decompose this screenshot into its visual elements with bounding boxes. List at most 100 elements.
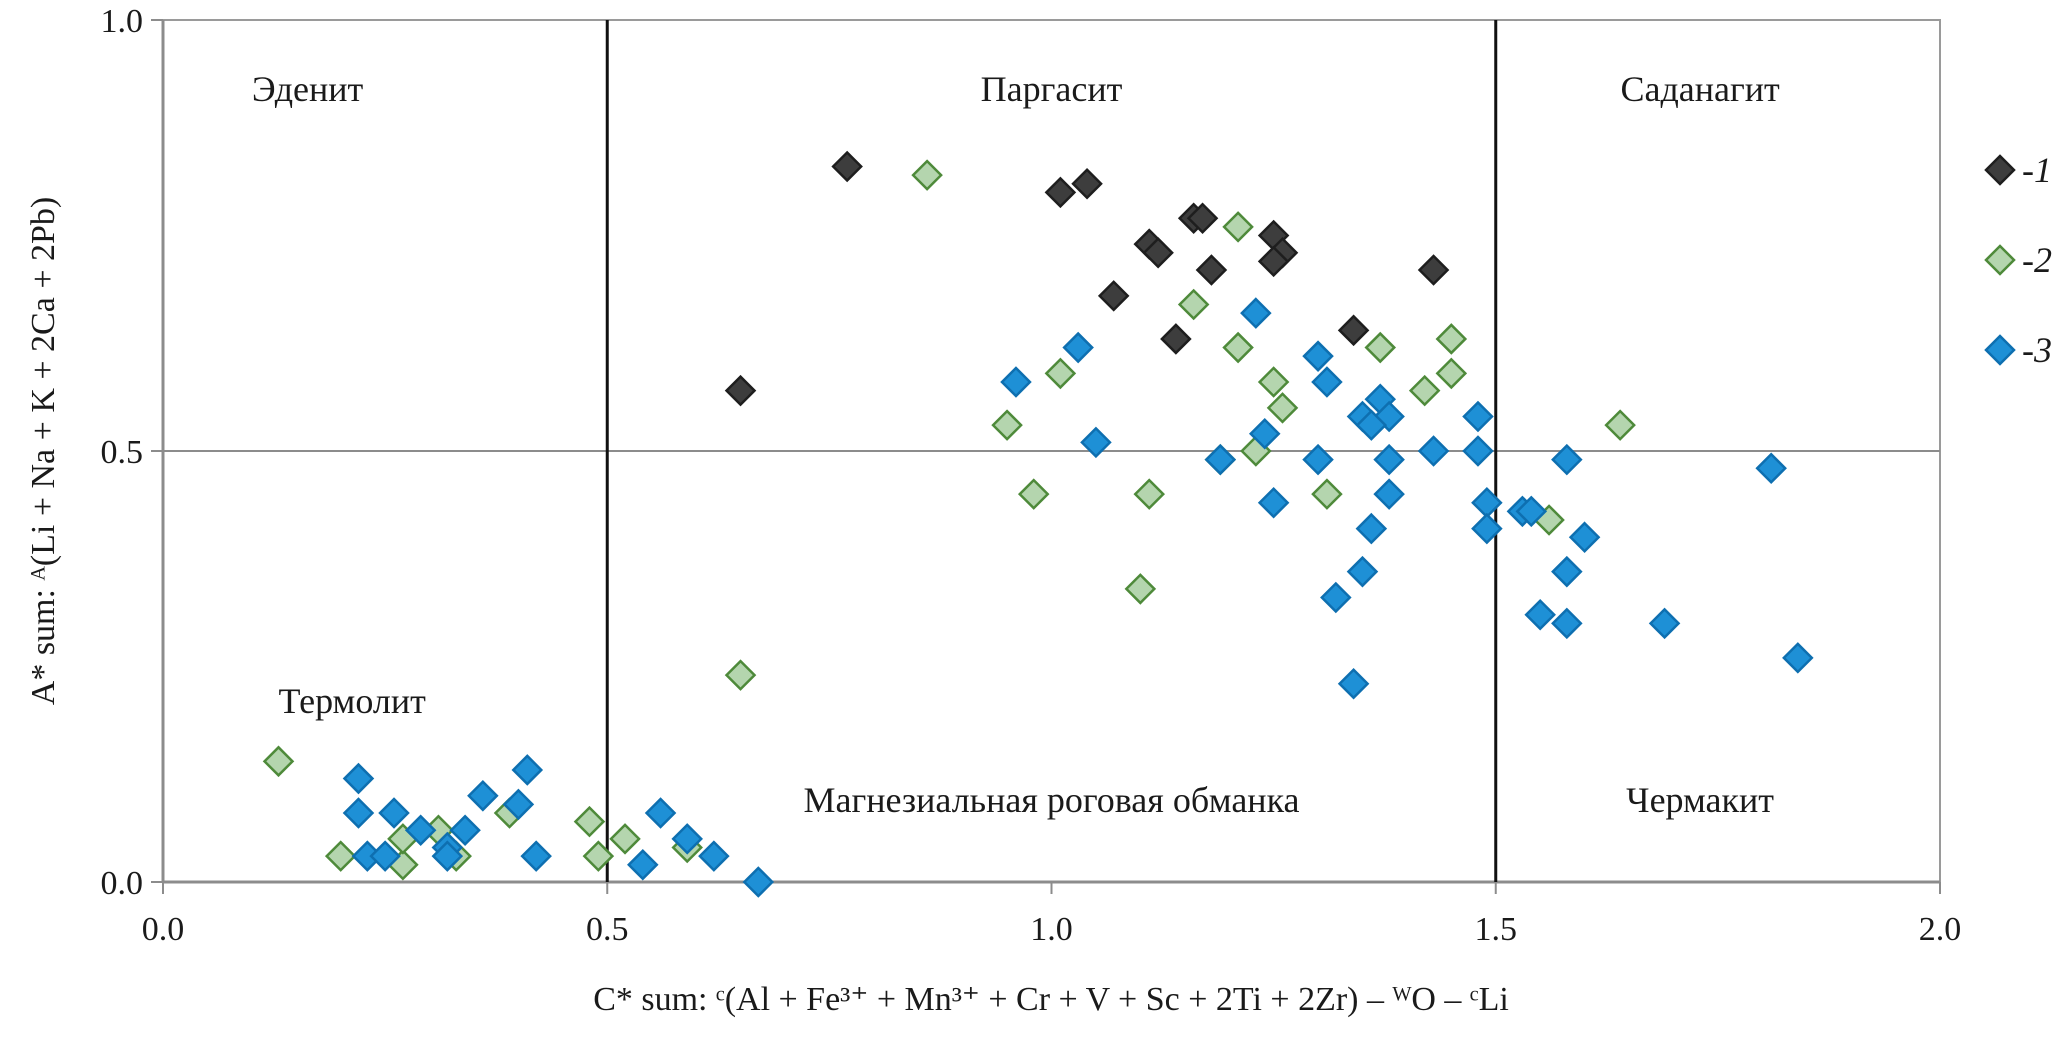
data-point-series-1 (1160, 323, 1192, 355)
data-point-series-1 (1142, 236, 1174, 269)
data-point-series-1 (724, 374, 757, 407)
data-point-series-3 (1417, 435, 1450, 467)
x-tick-label: 1.0 (1030, 911, 1073, 948)
data-point-series-3 (1204, 443, 1237, 476)
data-point-group (262, 150, 1814, 898)
data-point-series-3 (1648, 607, 1681, 640)
legend-label-series-1: -1 (2022, 150, 2052, 190)
data-point-series-3 (1551, 607, 1583, 640)
data-point-series-1 (1044, 176, 1077, 209)
data-point-series-3 (1462, 400, 1494, 433)
data-point-series-2 (324, 840, 357, 872)
data-point-series-3 (1355, 409, 1388, 441)
field-label: Магнезиальная роговая обманка (803, 780, 1299, 820)
data-point-series-2 (1133, 478, 1165, 510)
data-point-series-3 (467, 780, 499, 812)
data-point-series-3 (502, 788, 535, 821)
data-point-series-3 (1346, 555, 1379, 588)
data-point-series-3 (1080, 426, 1112, 459)
data-point-series-3 (520, 840, 552, 872)
data-point-series-2 (1017, 478, 1050, 510)
x-tick-label: 0.0 (142, 911, 185, 948)
data-point-series-2 (1257, 366, 1290, 398)
data-point-series-2 (911, 159, 943, 191)
data-point-series-3 (431, 840, 464, 872)
data-point-series-3 (1302, 443, 1334, 476)
data-point-series-1 (1186, 202, 1219, 235)
field-label-group: Эденит Паргасит Саданагит Термолит Магнезиал… (252, 69, 1780, 820)
data-point-series-2 (724, 659, 757, 691)
data-point-series-3 (627, 848, 659, 881)
data-point-series-3 (1337, 667, 1370, 700)
data-point-series-3 (698, 840, 730, 872)
x-tick-label: 1.5 (1475, 911, 1518, 948)
y-tick-label: 0.0 (101, 865, 144, 902)
data-point-series-3 (1568, 521, 1601, 553)
field-label: Эденит (252, 69, 364, 109)
data-point-series-3 (449, 814, 481, 847)
legend-marker-series-3 (1984, 334, 2016, 366)
legend-marker-series-1 (1984, 154, 2016, 186)
field-label: Термолит (279, 681, 427, 721)
data-point-series-3 (404, 814, 437, 847)
data-point-series-2 (1408, 374, 1441, 407)
y-tick-label: 1.0 (101, 3, 144, 40)
y-axis-title: A* sum: ᴬ(Li + Na + K + 2Ca + 2Pb) (25, 197, 62, 705)
plot-area (161, 19, 1941, 884)
data-point-series-3 (342, 797, 375, 829)
legend-label-series-2: -2 (2022, 240, 2052, 280)
data-point-series-1 (1195, 254, 1228, 286)
data-point-series-3 (1302, 340, 1334, 372)
legend: -1 -2 -3 (1984, 150, 2052, 370)
data-point-series-1 (1071, 168, 1103, 200)
data-point-series-3 (1551, 443, 1583, 476)
data-point-series-3 (1471, 512, 1503, 545)
data-point-series-2 (1222, 331, 1254, 364)
data-point-series-1 (1337, 314, 1370, 347)
data-point-series-1 (1417, 254, 1450, 286)
field-label: Саданагит (1620, 69, 1780, 109)
data-point-series-3 (644, 797, 677, 829)
data-point-series-3 (342, 762, 375, 795)
data-point-series-3 (369, 840, 401, 872)
data-point-series-3 (1755, 452, 1787, 485)
y-tick-label: 0.5 (101, 434, 144, 471)
data-point-series-3 (1373, 443, 1405, 476)
data-point-series-2 (1435, 323, 1468, 355)
data-point-series-2 (1044, 357, 1077, 390)
data-point-series-1 (831, 150, 863, 183)
data-point-series-1 (1257, 245, 1290, 278)
data-point-series-2 (1311, 478, 1343, 510)
data-point-series-3 (671, 823, 703, 855)
data-point-series-3 (1257, 486, 1290, 519)
data-point-series-2 (1364, 331, 1397, 364)
field-label: Чермакит (1626, 780, 1774, 820)
data-point-series-3 (511, 754, 544, 786)
data-point-series-3 (378, 797, 410, 829)
data-point-series-3 (1515, 495, 1548, 528)
data-point-series-2 (1222, 211, 1254, 243)
data-point-series-3 (1000, 366, 1032, 398)
data-point-series-2 (991, 409, 1023, 441)
data-point-series-2 (262, 745, 295, 778)
data-point-series-3 (742, 866, 775, 898)
data-point-series-1 (1097, 280, 1130, 312)
data-point-series-2 (573, 805, 606, 838)
x-tick-group: 0.0 0.5 1.0 1.5 2.0 (142, 882, 1962, 948)
data-point-series-3 (1782, 642, 1814, 674)
data-point-series-3 (1373, 478, 1405, 510)
data-point-series-2 (1266, 392, 1299, 424)
data-point-series-3 (1462, 435, 1494, 467)
data-point-series-2 (1124, 573, 1157, 605)
data-point-series-3 (1248, 417, 1281, 450)
legend-marker-series-2 (1984, 244, 2016, 276)
data-point-series-2 (1604, 409, 1636, 441)
field-label: Паргасит (981, 69, 1123, 109)
x-tick-label: 2.0 (1919, 911, 1962, 948)
data-point-series-2 (582, 840, 615, 872)
data-point-series-3 (1355, 512, 1388, 545)
data-point-series-3 (1551, 555, 1583, 588)
y-tick-group: 0.0 0.5 1.0 (101, 3, 163, 902)
data-point-series-3 (1524, 599, 1556, 631)
data-point-series-2 (609, 823, 641, 855)
